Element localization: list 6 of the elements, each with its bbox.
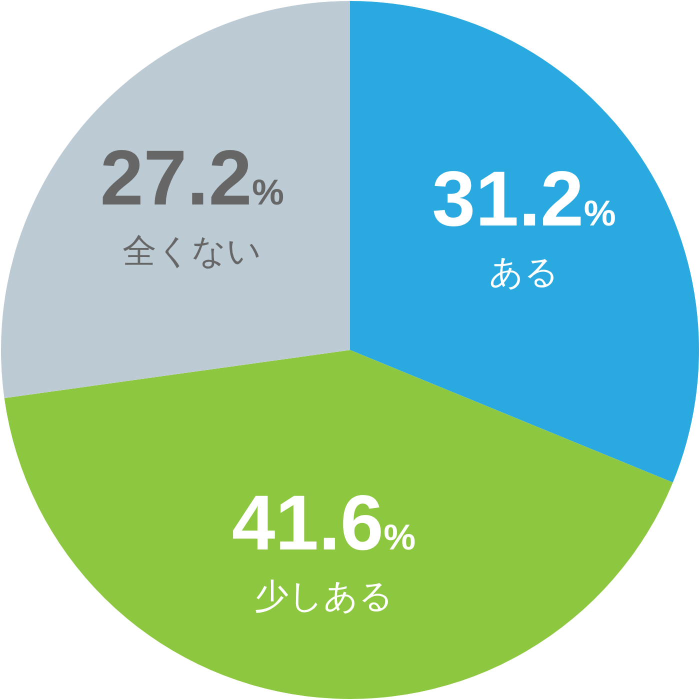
- slice-label: ある: [488, 252, 559, 292]
- data-label: 27.2%: [100, 134, 284, 222]
- slice-label: 少しある: [254, 576, 394, 617]
- data-label: 41.6%: [232, 478, 416, 567]
- data-label: 31.2%: [432, 154, 616, 242]
- slice-label: 全くない: [122, 232, 262, 272]
